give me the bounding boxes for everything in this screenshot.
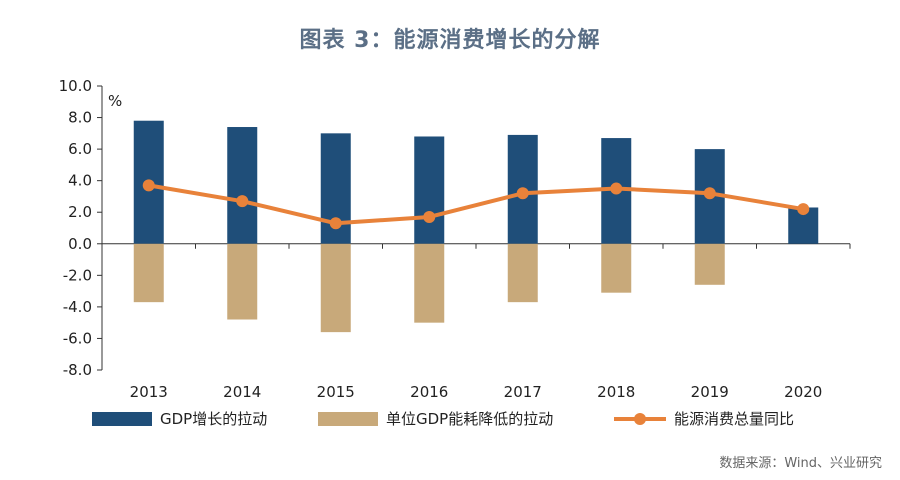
point-energy-consumption-2019 <box>703 187 716 200</box>
point-energy-consumption-2015 <box>329 217 342 230</box>
x-tick-label: 2018 <box>597 383 635 401</box>
bar-energy-intensity-2018 <box>601 243 632 293</box>
point-energy-consumption-2020 <box>797 203 810 216</box>
point-energy-consumption-2016 <box>423 210 436 223</box>
bar-energy-intensity-2013 <box>133 243 164 303</box>
x-tick-label: 2015 <box>317 383 355 401</box>
y-tick-label: -2.0 <box>63 266 92 284</box>
point-energy-consumption-2017 <box>516 187 529 200</box>
source-note: 数据来源：Wind、兴业研究 <box>719 456 882 471</box>
legend-label-energy-consumption: 能源消费总量同比 <box>674 410 794 428</box>
chart-title: 图表 3：能源消费增长的分解 <box>299 28 601 53</box>
bar-energy-intensity-2017 <box>507 243 538 303</box>
bars <box>133 120 819 333</box>
y-axis-unit: % <box>108 92 122 110</box>
legend: GDP增长的拉动 单位GDP能耗降低的拉动 能源消费总量同比 <box>92 410 794 428</box>
legend-label-gdp: GDP增长的拉动 <box>160 410 267 428</box>
bar-energy-intensity-2015 <box>320 243 351 333</box>
bar-gdp-2016 <box>414 136 445 244</box>
y-tick-label: 2.0 <box>68 203 92 221</box>
bar-gdp-2014 <box>227 127 258 244</box>
x-tick-label: 2020 <box>784 383 822 401</box>
point-energy-consumption-2014 <box>236 195 249 208</box>
y-tick-label: -4.0 <box>63 298 92 316</box>
bar-energy-intensity-2019 <box>694 243 725 285</box>
x-tick-label: 2014 <box>223 383 261 401</box>
y-tick-label: 8.0 <box>68 109 92 127</box>
x-tick-label: 2016 <box>410 383 448 401</box>
x-tick-labels: 2013 2014 2015 2016 2017 2018 2019 2020 <box>130 383 823 401</box>
bar-energy-intensity-2014 <box>227 243 258 320</box>
y-tick-label: 0.0 <box>68 235 92 253</box>
y-tick-label: -6.0 <box>63 329 92 347</box>
x-tick-label: 2013 <box>130 383 168 401</box>
bar-energy-intensity-2016 <box>414 243 445 323</box>
legend-swatch-energy-intensity <box>318 412 378 426</box>
point-energy-consumption-2013 <box>142 179 155 192</box>
y-tick-label: 6.0 <box>68 140 92 158</box>
x-tick-label: 2019 <box>691 383 729 401</box>
line-energy-consumption <box>148 183 804 226</box>
x-tick-label: 2017 <box>504 383 542 401</box>
y-tick-label: -8.0 <box>63 361 92 379</box>
y-tick-label: 4.0 <box>68 172 92 190</box>
axes: 10.0 8.0 6.0 4.0 2.0 0.0 -2.0 -4.0 -6.0 -8.0 <box>59 77 851 379</box>
legend-label-energy-intensity: 单位GDP能耗降低的拉动 <box>386 410 553 428</box>
y-tick-label: 10.0 <box>59 77 92 95</box>
legend-swatch-gdp <box>92 412 152 426</box>
line-series <box>142 179 810 230</box>
point-energy-consumption-2018 <box>610 182 623 195</box>
legend-marker-energy-consumption <box>634 413 646 425</box>
